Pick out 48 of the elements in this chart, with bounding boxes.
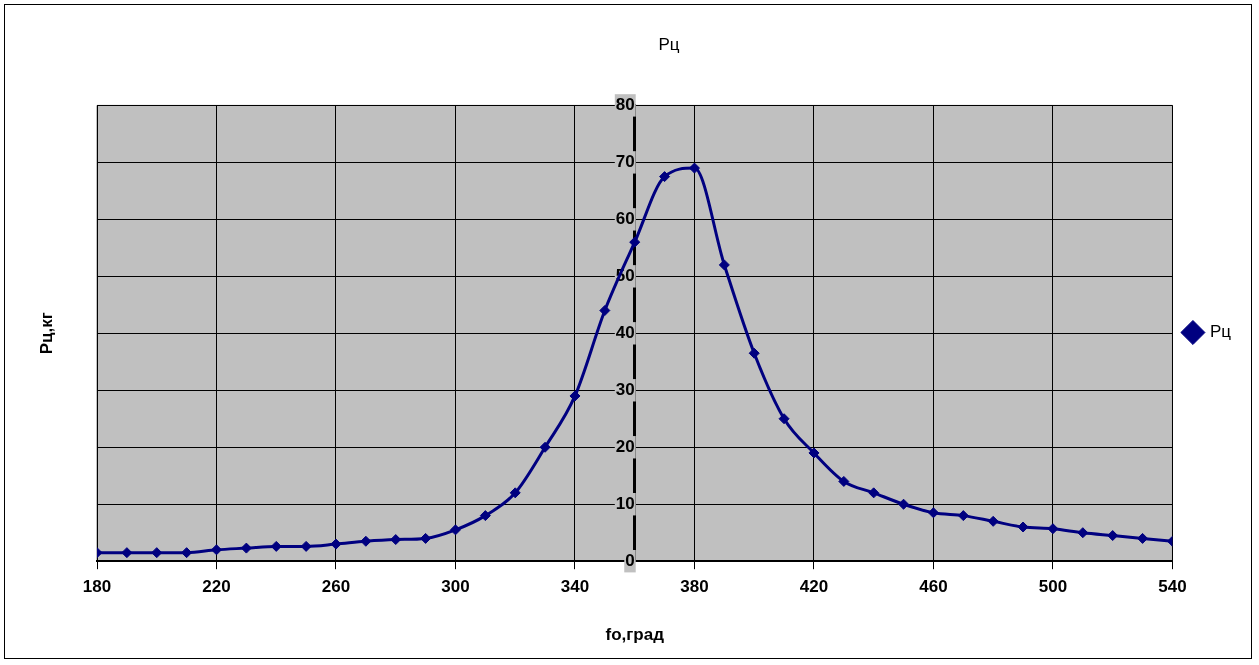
- point: [1077, 527, 1089, 539]
- point: [121, 547, 133, 559]
- point: [1017, 521, 1029, 533]
- x-tick-label: 300: [441, 577, 470, 597]
- point: [778, 413, 790, 425]
- point: [1047, 523, 1059, 535]
- point: [868, 487, 880, 499]
- y-tick-label: 20: [615, 436, 635, 456]
- point: [748, 347, 760, 359]
- point: [718, 259, 730, 271]
- y-tick-label: 60: [615, 209, 635, 229]
- point: [509, 487, 521, 499]
- y-tick-label: 0: [625, 550, 635, 570]
- y-tick-label: 30: [615, 379, 635, 399]
- point: [390, 534, 402, 546]
- point: [987, 515, 999, 527]
- chart-title: Рц: [658, 34, 680, 54]
- point: [957, 510, 969, 522]
- point: [569, 390, 581, 402]
- point: [1137, 532, 1149, 544]
- x-tick-label: 180: [82, 577, 112, 597]
- y-tick-label: 10: [615, 493, 635, 513]
- y-tick-label: 40: [615, 322, 635, 342]
- point: [599, 305, 611, 317]
- x-tick-label: 420: [799, 577, 829, 597]
- x-tick-label: 540: [1158, 577, 1187, 597]
- point: [1107, 530, 1119, 542]
- point: [360, 535, 372, 547]
- legend-label: Рц: [1209, 322, 1232, 342]
- point: [927, 507, 939, 519]
- x-tick-label: 340: [560, 577, 590, 597]
- point: [808, 447, 820, 459]
- point: [838, 475, 850, 487]
- point: [449, 524, 461, 536]
- point: [659, 171, 671, 183]
- x-tick-label: 380: [680, 577, 709, 597]
- x-tick-label: 260: [321, 577, 351, 597]
- x-tick-label: 220: [202, 577, 231, 597]
- y-axis-title: Рц,кг: [36, 312, 56, 355]
- y-tick-label: 80: [615, 95, 635, 115]
- x-tick-label: 460: [919, 577, 948, 597]
- point: [898, 498, 910, 510]
- x-axis-title: fo,град: [605, 625, 665, 645]
- x-tick-label: 500: [1038, 577, 1068, 597]
- point: [539, 441, 551, 453]
- y-tick-label: 70: [615, 152, 635, 172]
- point: [479, 510, 491, 522]
- point: [629, 236, 641, 248]
